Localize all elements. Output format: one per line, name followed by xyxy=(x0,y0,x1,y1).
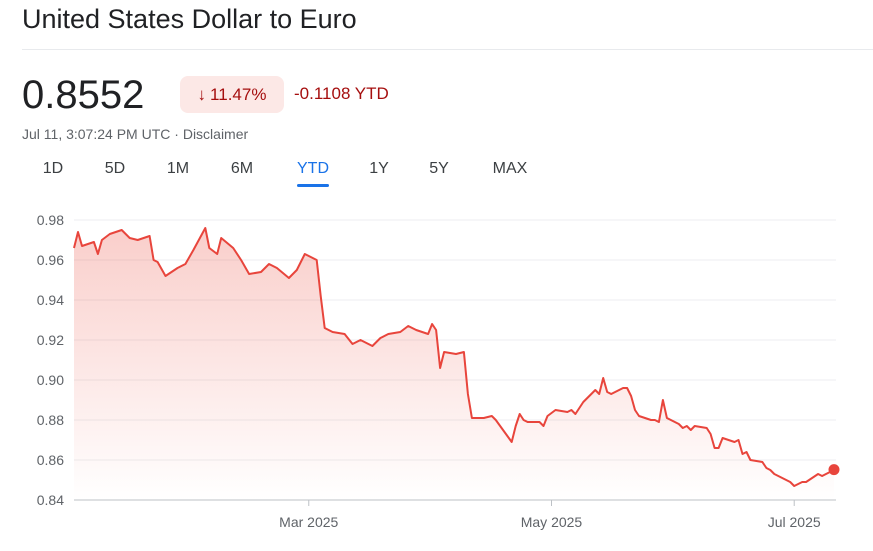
tab-6m[interactable]: 6M xyxy=(230,160,254,177)
header-divider xyxy=(22,49,873,50)
separator-dot: · xyxy=(170,126,183,142)
disclaimer-link[interactable]: Disclaimer xyxy=(182,126,249,142)
x-tick-label: Jul 2025 xyxy=(768,514,821,530)
chart-area-fill xyxy=(74,228,834,500)
absolute-change: -0.1108 YTD xyxy=(294,84,389,103)
y-tick-label: 0.92 xyxy=(37,332,64,348)
active-tab-indicator xyxy=(297,184,329,187)
arrow-down-icon: ↓ xyxy=(197,84,207,104)
y-tick-label: 0.88 xyxy=(37,412,64,428)
percent-change-value: 11.47% xyxy=(210,84,267,104)
tab-1y[interactable]: 1Y xyxy=(369,160,389,177)
y-tick-label: 0.86 xyxy=(37,452,64,468)
tab-1m[interactable]: 1M xyxy=(166,160,190,177)
chart-line xyxy=(73,227,835,487)
tab-ytd[interactable]: YTD xyxy=(297,160,329,177)
last-price-point[interactable] xyxy=(828,464,840,476)
x-tick-label: May 2025 xyxy=(521,514,583,530)
tab-max[interactable]: MAX xyxy=(492,160,528,177)
timestamp: Jul 11, 3:07:24 PM UTC xyxy=(22,126,171,142)
tab-1d[interactable]: 1D xyxy=(42,160,64,177)
y-tick-label: 0.96 xyxy=(37,252,64,268)
timestamp-row: Jul 11, 3:07:24 PM UTC · Disclaimer xyxy=(22,126,248,142)
x-tick-label: Mar 2025 xyxy=(279,514,338,530)
y-tick-label: 0.94 xyxy=(37,292,64,308)
y-tick-label: 0.84 xyxy=(37,492,64,508)
tab-5d[interactable]: 5D xyxy=(104,160,126,177)
range-tabs: 1D 5D 1M 6M YTD 1Y 5Y MAX xyxy=(0,158,873,188)
current-price: 0.8552 xyxy=(22,73,145,117)
percent-change-badge: ↓ 11.47% xyxy=(180,76,284,113)
tab-5y[interactable]: 5Y xyxy=(429,160,449,177)
y-tick-label: 0.98 xyxy=(37,212,64,228)
page-title: United States Dollar to Euro xyxy=(22,4,357,34)
y-tick-label: 0.90 xyxy=(37,372,64,388)
